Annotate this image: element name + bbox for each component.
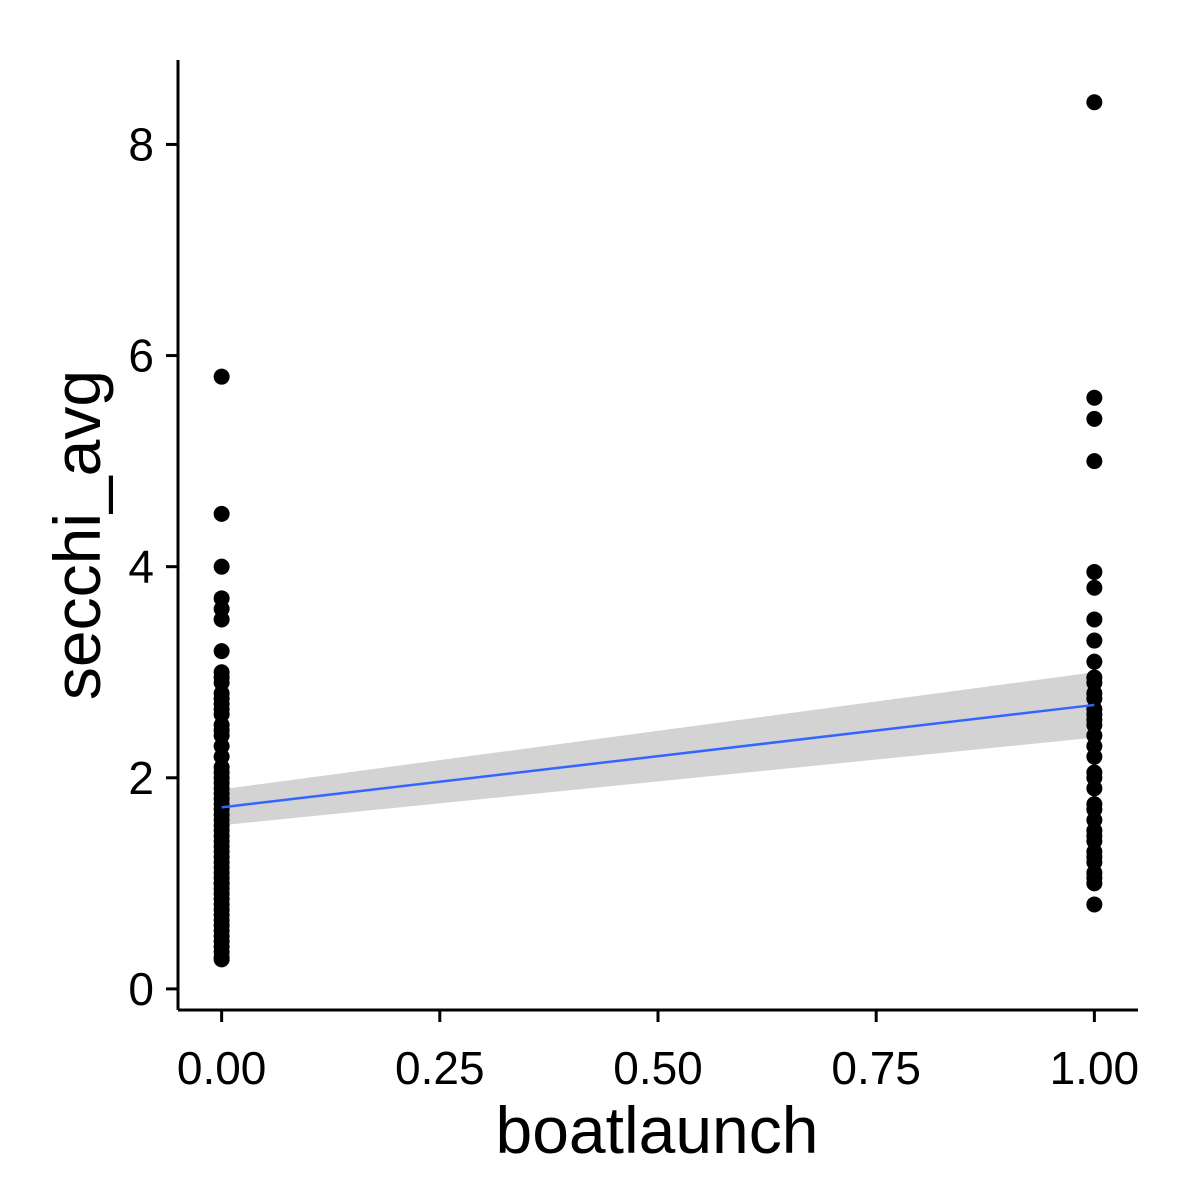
- data-point-0-58: [213, 875, 230, 892]
- data-point-1-0: [1086, 94, 1103, 111]
- data-point-0-1: [213, 505, 230, 522]
- data-point-1-35: [1086, 870, 1103, 887]
- data-point-1-33: [1086, 764, 1103, 781]
- confidence-band: [221, 672, 1095, 826]
- data-point-0-6: [213, 643, 230, 660]
- fit-line-layer: [221, 703, 1095, 809]
- x-axis-title: boatlaunch: [496, 1093, 819, 1167]
- x-tick-label-2: 0.50: [613, 1042, 703, 1094]
- data-point-1-7: [1086, 632, 1103, 649]
- y-tick-label-1: 2: [128, 752, 154, 804]
- data-point-0-56: [213, 775, 230, 792]
- y-tick-label-4: 8: [128, 118, 154, 170]
- y-tick-label-0: 0: [128, 963, 154, 1015]
- x-tick-label-0: 0.00: [177, 1042, 267, 1094]
- x-tick-label-3: 0.75: [831, 1042, 921, 1094]
- data-point-1-2: [1086, 410, 1103, 427]
- data-point-1-1: [1086, 389, 1103, 406]
- data-point-0-55: [213, 951, 230, 968]
- data-point-0-57: [213, 701, 230, 718]
- data-point-1-4: [1086, 563, 1103, 580]
- confidence-band-layer: [221, 672, 1095, 826]
- data-point-0-5: [213, 611, 230, 628]
- data-point-1-32: [1086, 711, 1103, 728]
- y-axis-title: secchi_avg: [40, 370, 114, 700]
- data-point-1-8: [1086, 653, 1103, 670]
- x-tick-label-4: 1.00: [1050, 1042, 1140, 1094]
- data-point-1-6: [1086, 611, 1103, 628]
- data-point-0-2: [213, 558, 230, 575]
- axes-layer: 0.00 0.25 0.50 0.75 1.00 0 2 4 6 8: [128, 60, 1139, 1094]
- data-point-1-5: [1086, 579, 1103, 596]
- y-tick-label-3: 6: [128, 330, 154, 382]
- fit-line: [221, 703, 1095, 809]
- data-point-0-0: [213, 368, 230, 385]
- y-tick-label-2: 4: [128, 541, 154, 593]
- x-tick-label-1: 0.25: [395, 1042, 485, 1094]
- data-point-1-34: [1086, 848, 1103, 865]
- data-point-1-17: [1086, 748, 1103, 765]
- data-point-1-30: [1086, 896, 1103, 913]
- data-points-layer: [213, 94, 1103, 968]
- data-point-1-3: [1086, 453, 1103, 470]
- data-point-1-19: [1086, 780, 1103, 797]
